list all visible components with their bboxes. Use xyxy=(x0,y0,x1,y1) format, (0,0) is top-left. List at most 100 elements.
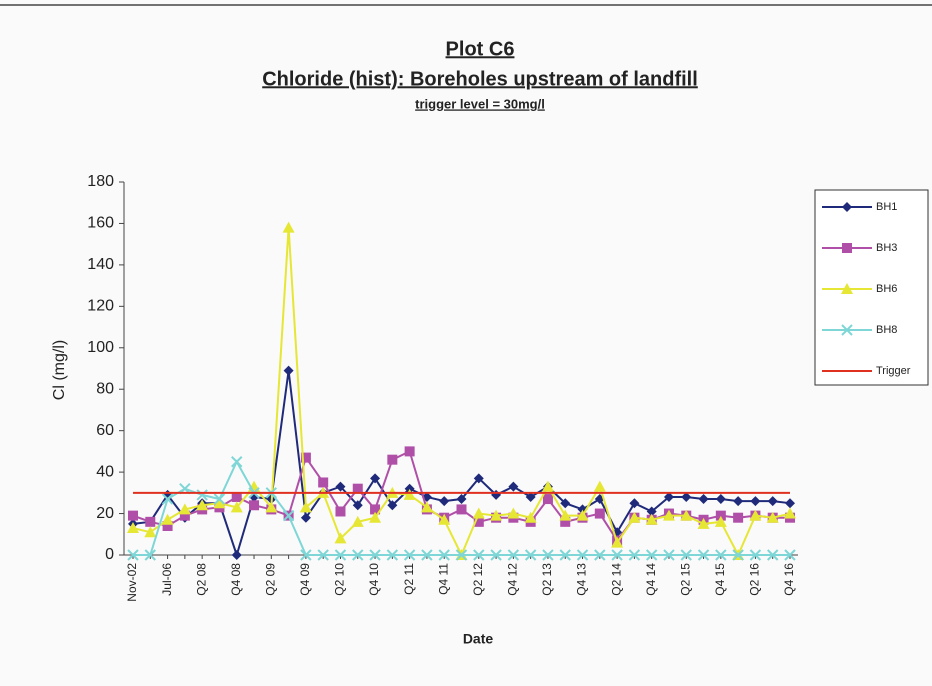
marker xyxy=(507,507,520,519)
marker xyxy=(525,491,536,502)
marker xyxy=(196,489,208,501)
marker xyxy=(438,549,450,561)
marker xyxy=(559,549,571,561)
marker xyxy=(542,549,554,561)
marker xyxy=(767,496,778,507)
marker xyxy=(594,508,605,519)
y-tick-label: 120 xyxy=(87,298,114,315)
marker xyxy=(472,507,485,519)
marker xyxy=(680,509,693,521)
x-tick-label: Q4 09 xyxy=(298,563,312,596)
marker xyxy=(334,532,347,544)
marker xyxy=(733,496,744,507)
marker xyxy=(662,509,675,521)
marker xyxy=(335,481,346,492)
marker xyxy=(593,480,606,492)
marker xyxy=(144,549,156,561)
marker xyxy=(249,500,260,511)
marker xyxy=(127,522,139,534)
marker xyxy=(663,491,674,502)
marker xyxy=(161,513,174,525)
marker xyxy=(404,446,415,457)
marker xyxy=(842,202,852,212)
marker xyxy=(231,491,242,502)
marker xyxy=(663,549,675,561)
marker xyxy=(594,549,606,561)
marker xyxy=(542,494,553,505)
x-tick-label: Q4 14 xyxy=(644,563,658,596)
marker xyxy=(300,549,312,561)
marker xyxy=(560,498,571,509)
legend-label: BH8 xyxy=(876,324,897,336)
x-tick-label: Q2 15 xyxy=(678,563,692,596)
marker xyxy=(559,509,572,521)
marker xyxy=(715,494,726,505)
marker xyxy=(439,496,450,507)
marker xyxy=(473,473,484,484)
marker xyxy=(369,549,381,561)
marker xyxy=(508,481,519,492)
x-tick-label: Q4 15 xyxy=(713,563,727,596)
marker xyxy=(841,324,853,336)
marker xyxy=(611,536,624,548)
marker xyxy=(750,496,761,507)
marker xyxy=(387,454,398,465)
y-tick-label: 20 xyxy=(96,505,114,522)
marker xyxy=(352,549,364,561)
x-tick-label: Q2 14 xyxy=(609,563,623,596)
marker xyxy=(697,517,710,529)
marker xyxy=(507,549,520,561)
marker xyxy=(318,477,329,488)
legend-box xyxy=(814,189,929,386)
marker xyxy=(629,498,640,509)
marker xyxy=(576,549,589,561)
marker xyxy=(560,516,571,527)
x-tick-label: Q4 10 xyxy=(367,563,381,596)
marker xyxy=(577,504,588,515)
y-tick-label: 160 xyxy=(87,215,114,232)
annotation: trigger level = 30mg/l xyxy=(415,96,545,111)
marker xyxy=(646,506,657,517)
x-tick-label: Q2 10 xyxy=(333,563,347,596)
marker xyxy=(456,494,467,505)
marker xyxy=(628,549,641,561)
marker xyxy=(300,512,311,523)
marker xyxy=(369,511,382,523)
marker xyxy=(387,500,398,511)
marker xyxy=(299,501,312,513)
marker xyxy=(524,511,537,523)
y-tick-label: 0 xyxy=(105,546,114,563)
x-tick-label: Q4 13 xyxy=(575,563,589,596)
marker xyxy=(714,515,727,527)
marker xyxy=(127,549,139,561)
legend-label: BH6 xyxy=(876,283,897,295)
marker xyxy=(715,510,726,521)
marker xyxy=(698,494,709,505)
marker xyxy=(300,452,311,463)
marker xyxy=(784,507,796,519)
marker xyxy=(282,221,295,233)
marker xyxy=(490,549,502,561)
marker xyxy=(438,513,451,525)
marker xyxy=(128,510,138,521)
marker xyxy=(473,516,484,527)
marker xyxy=(352,500,363,511)
marker xyxy=(645,513,658,525)
x-tick-label: Q4 11 xyxy=(436,563,450,595)
marker xyxy=(841,283,853,294)
marker xyxy=(611,549,623,561)
x-tick-label: Jul-06 xyxy=(160,563,174,596)
x-tick-label: Q2 09 xyxy=(263,563,277,596)
marker xyxy=(351,515,364,527)
marker xyxy=(386,549,399,561)
marker xyxy=(231,550,242,560)
marker xyxy=(230,501,243,513)
marker xyxy=(524,549,537,561)
marker xyxy=(145,516,156,527)
marker xyxy=(628,511,641,523)
marker xyxy=(334,549,347,561)
marker xyxy=(541,480,554,492)
marker xyxy=(144,526,157,538)
